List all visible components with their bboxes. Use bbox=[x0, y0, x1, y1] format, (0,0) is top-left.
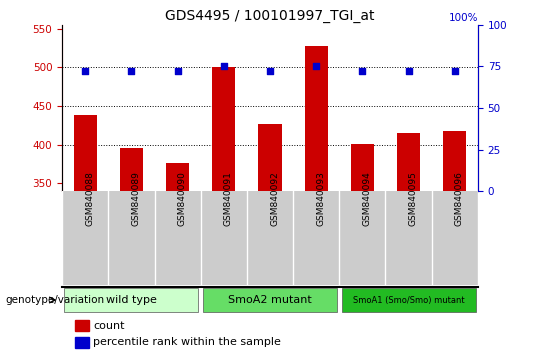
Bar bbox=[75, 337, 89, 348]
Bar bbox=[397, 133, 420, 191]
Bar bbox=[120, 148, 143, 191]
Text: GDS4495 / 100101997_TGI_at: GDS4495 / 100101997_TGI_at bbox=[165, 9, 375, 23]
Point bbox=[219, 64, 228, 69]
Text: GSM840091: GSM840091 bbox=[224, 171, 233, 226]
Text: GSM840095: GSM840095 bbox=[409, 171, 417, 226]
Point bbox=[312, 64, 321, 69]
Point bbox=[404, 69, 413, 74]
Text: count: count bbox=[93, 321, 125, 331]
Text: genotype/variation: genotype/variation bbox=[5, 295, 105, 305]
Bar bbox=[166, 162, 189, 191]
Text: GSM840094: GSM840094 bbox=[362, 171, 372, 226]
Bar bbox=[64, 288, 198, 312]
Bar bbox=[62, 191, 478, 285]
Bar bbox=[203, 288, 337, 312]
Text: GSM840089: GSM840089 bbox=[131, 171, 140, 226]
Text: GSM840093: GSM840093 bbox=[316, 171, 325, 226]
Bar bbox=[342, 288, 476, 312]
Text: wild type: wild type bbox=[106, 295, 157, 305]
Text: GSM840096: GSM840096 bbox=[455, 171, 464, 226]
Text: GSM840092: GSM840092 bbox=[270, 171, 279, 226]
Point bbox=[173, 69, 182, 74]
Bar bbox=[305, 46, 328, 191]
Bar bbox=[212, 67, 235, 191]
Text: SmoA2 mutant: SmoA2 mutant bbox=[228, 295, 312, 305]
Bar bbox=[443, 131, 467, 191]
Bar bbox=[73, 115, 97, 191]
Bar bbox=[351, 144, 374, 191]
Bar bbox=[75, 320, 89, 331]
Point bbox=[127, 69, 136, 74]
Point bbox=[81, 69, 90, 74]
Text: 100%: 100% bbox=[448, 13, 478, 23]
Text: GSM840090: GSM840090 bbox=[178, 171, 187, 226]
Point bbox=[358, 69, 367, 74]
Text: percentile rank within the sample: percentile rank within the sample bbox=[93, 337, 281, 347]
Point bbox=[266, 69, 274, 74]
Bar bbox=[259, 124, 281, 191]
Point bbox=[450, 69, 459, 74]
Text: GSM840088: GSM840088 bbox=[85, 171, 94, 226]
Text: SmoA1 (Smo/Smo) mutant: SmoA1 (Smo/Smo) mutant bbox=[353, 296, 464, 304]
